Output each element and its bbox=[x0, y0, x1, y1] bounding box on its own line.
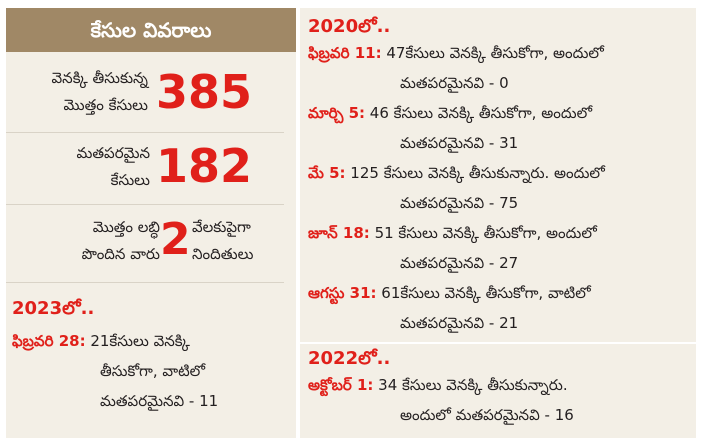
stat-label-line: పొందిన వారు bbox=[81, 245, 160, 263]
entry-text: 34 కేసులు వెనక్కి తీసుకున్నారు. bbox=[373, 376, 568, 394]
stat-religious-cases: మతపరమైన కేసులు 182 bbox=[6, 136, 284, 200]
case-entry: ఫిబ్రవరి 28: 21కేసులు వెనక్కి తీసుకోగా, … bbox=[12, 326, 218, 416]
entry-date: మార్చి 5: bbox=[308, 104, 366, 122]
case-entry: ఫిబ్రవరి 11: 47కేసులు వెనక్కి తీసుకోగా, … bbox=[308, 38, 604, 98]
divider bbox=[6, 282, 284, 283]
stat-suffix: వేలకుపైగా నిందితులు bbox=[192, 214, 253, 268]
stat-label-line: మొత్తం లబ్ధి bbox=[92, 218, 160, 236]
stat-total-withdrawn: వెనక్కి తీసుకున్న మొత్తం కేసులు 385 bbox=[6, 60, 284, 126]
entry-text: మతపరమైనవి - 21 bbox=[400, 314, 519, 332]
entry-text: మతపరమైనవి - 27 bbox=[400, 254, 519, 272]
entry-date: ఆగస్టు 31: bbox=[308, 284, 377, 302]
stat-value: 385 bbox=[156, 65, 253, 119]
summary-panel: కేసుల వివరాలు వెనక్కి తీసుకున్న మొత్తం క… bbox=[6, 8, 296, 438]
case-entry: మార్చి 5: 46 కేసులు వెనక్కి తీసుకోగా, అం… bbox=[308, 98, 592, 158]
case-entry: ఆగస్టు 31: 61కేసులు వెనక్కి తీసుకోగా, వా… bbox=[308, 278, 591, 338]
stat-label: వెనక్కి తీసుకున్న మొత్తం కేసులు bbox=[52, 65, 149, 119]
stat-label-line: మతపరమైన bbox=[76, 144, 150, 162]
section-heading-2022: 2022లో.. bbox=[308, 348, 391, 369]
stat-suffix-line: వేలకుపైగా bbox=[192, 218, 251, 236]
divider bbox=[300, 342, 696, 344]
stat-label: మతపరమైన కేసులు bbox=[76, 140, 150, 194]
section-heading-2020: 2020లో.. bbox=[308, 16, 391, 37]
entry-text: మతపరమైనవి - 0 bbox=[400, 74, 509, 92]
stat-label: మొత్తం లబ్ధి పొందిన వారు bbox=[82, 214, 160, 268]
entry-text: తీసుకోగా, వాటిలో bbox=[100, 362, 206, 380]
entry-text: 47కేసులు వెనక్కి తీసుకోగా, అందులో bbox=[381, 44, 604, 62]
entry-text: 51 కేసులు వెనక్కి తీసుకోగా, అందులో bbox=[369, 224, 597, 242]
case-entry: అక్టోబర్ 1: 34 కేసులు వెనక్కి తీసుకున్నా… bbox=[308, 370, 574, 430]
entry-date: అక్టోబర్ 1: bbox=[308, 376, 374, 394]
stat-value: 2 bbox=[160, 214, 191, 265]
entry-text: మతపరమైనవి - 11 bbox=[100, 392, 219, 410]
entry-date: ఫిబ్రవరి 28: bbox=[12, 332, 86, 350]
stat-label-line: వెనక్కి తీసుకున్న bbox=[51, 69, 149, 87]
divider bbox=[6, 204, 284, 205]
entry-date: మే 5: bbox=[308, 164, 346, 182]
stat-label-line: కేసులు bbox=[110, 171, 150, 189]
entry-text: అందులో మతపరమైనవి - 16 bbox=[400, 406, 574, 424]
section-heading-2023: 2023లో.. bbox=[12, 298, 95, 319]
divider bbox=[6, 132, 284, 133]
entry-text: 125 కేసులు వెనక్కి తీసుకున్నారు. అందులో bbox=[345, 164, 605, 182]
panel-title: కేసుల వివరాలు bbox=[6, 8, 296, 52]
timeline-panel: 2020లో.. ఫిబ్రవరి 11: 47కేసులు వెనక్కి త… bbox=[300, 8, 696, 438]
entry-text: మతపరమైనవి - 75 bbox=[400, 194, 519, 212]
entry-text: 61కేసులు వెనక్కి తీసుకోగా, వాటిలో bbox=[376, 284, 591, 302]
stat-label-line: మొత్తం కేసులు bbox=[63, 96, 148, 114]
case-entry: మే 5: 125 కేసులు వెనక్కి తీసుకున్నారు. అ… bbox=[308, 158, 605, 218]
entry-text: మతపరమైనవి - 31 bbox=[400, 134, 519, 152]
entry-text: 21కేసులు వెనక్కి bbox=[85, 332, 190, 350]
case-entry: జూన్ 18: 51 కేసులు వెనక్కి తీసుకోగా, అంద… bbox=[308, 218, 597, 278]
entry-text: 46 కేసులు వెనక్కి తీసుకోగా, అందులో bbox=[365, 104, 593, 122]
stat-beneficiaries: మొత్తం లబ్ధి పొందిన వారు 2 వేలకుపైగా నిం… bbox=[6, 206, 284, 276]
stat-value: 182 bbox=[156, 139, 253, 193]
entry-date: ఫిబ్రవరి 11: bbox=[308, 44, 382, 62]
stat-suffix-line: నిందితులు bbox=[192, 245, 254, 263]
entry-date: జూన్ 18: bbox=[308, 224, 370, 242]
